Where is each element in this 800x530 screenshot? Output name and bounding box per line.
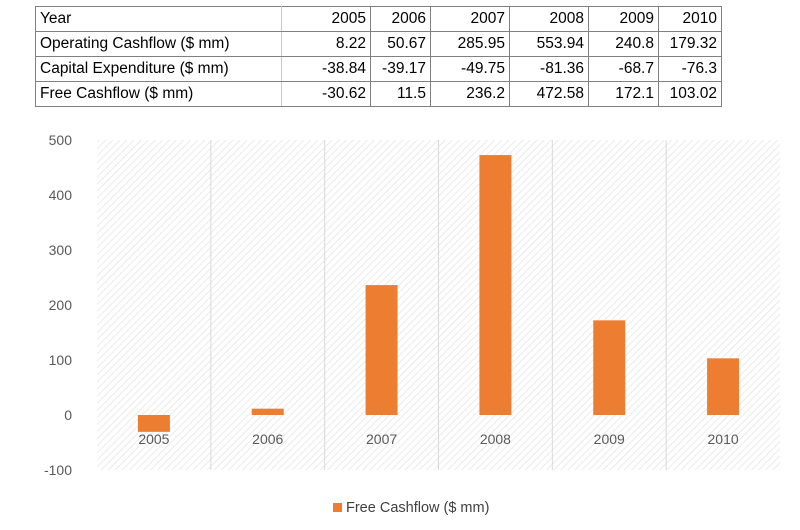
table-header-year: 2005 [281,6,371,32]
table-header-year: 2010 [658,6,722,32]
table-cell: -49.75 [430,56,510,82]
table-cell: -39.17 [370,56,431,82]
y-axis: 500 400 300 200 100 0 -100 [44,132,72,478]
legend-label: Free Cashflow ($ mm) [346,500,489,516]
table-row: Operating Cashflow ($ mm) 8.22 50.67 285… [35,31,722,57]
x-tick-label: 2009 [594,431,625,447]
y-tick-label: 0 [64,407,72,423]
table-cell: 172.1 [588,81,659,107]
table-cell: 179.32 [658,31,722,57]
table-cell: 553.94 [509,31,589,57]
table-cell: -76.3 [658,56,722,82]
table-cell: -68.7 [588,56,659,82]
y-tick-label: 400 [49,187,73,203]
table-row: Free Cashflow ($ mm) -30.62 11.5 236.2 4… [35,81,722,107]
cashflow-table: Year 2005 2006 2007 2008 2009 2010 Opera… [35,6,722,107]
table-row: Capital Expenditure ($ mm) -38.84 -39.17… [35,56,722,82]
bar-2010 [707,358,740,415]
y-tick-label: 200 [49,297,73,313]
x-tick-label: 2010 [708,431,739,447]
table-header-row: Year 2005 2006 2007 2008 2009 2010 [35,6,722,32]
legend-swatch [333,503,342,512]
bar-2006 [251,408,284,415]
legend: Free Cashflow ($ mm) [333,500,489,516]
y-tick-label: -100 [44,462,72,478]
x-tick-label: 2008 [480,431,511,447]
y-tick-label: 100 [49,352,73,368]
table-cell: -81.36 [509,56,589,82]
table-cell: 103.02 [658,81,722,107]
table-header-year: 2007 [430,6,510,32]
table-cell: -30.62 [281,81,371,107]
x-tick-label: 2005 [138,431,169,447]
table-cell: -38.84 [281,56,371,82]
table-cell: 285.95 [430,31,510,57]
y-tick-label: 500 [49,132,73,148]
gridlines [210,140,667,470]
table-header-label: Year [35,6,282,32]
x-axis: 2005 2006 2007 2008 2009 2010 [138,431,739,447]
table-cell: 236.2 [430,81,510,107]
table-header-year: 2009 [588,6,659,32]
y-tick-label: 300 [49,242,73,258]
x-tick-label: 2007 [366,431,397,447]
bar-2009 [593,320,626,415]
table-cell: 240.8 [588,31,659,57]
bar-2008 [479,155,512,415]
table-cell: 11.5 [370,81,431,107]
table-header-year: 2006 [370,6,431,32]
row-label: Capital Expenditure ($ mm) [35,56,282,82]
table-cell: 8.22 [281,31,371,57]
row-label: Operating Cashflow ($ mm) [35,31,282,57]
table-cell: 472.58 [509,81,589,107]
bar-2005 [137,415,170,432]
table-header-year: 2008 [509,6,589,32]
row-label: Free Cashflow ($ mm) [35,81,282,107]
x-tick-label: 2006 [252,431,283,447]
bar-2007 [365,285,398,415]
table-cell: 50.67 [370,31,431,57]
bars [137,155,740,432]
